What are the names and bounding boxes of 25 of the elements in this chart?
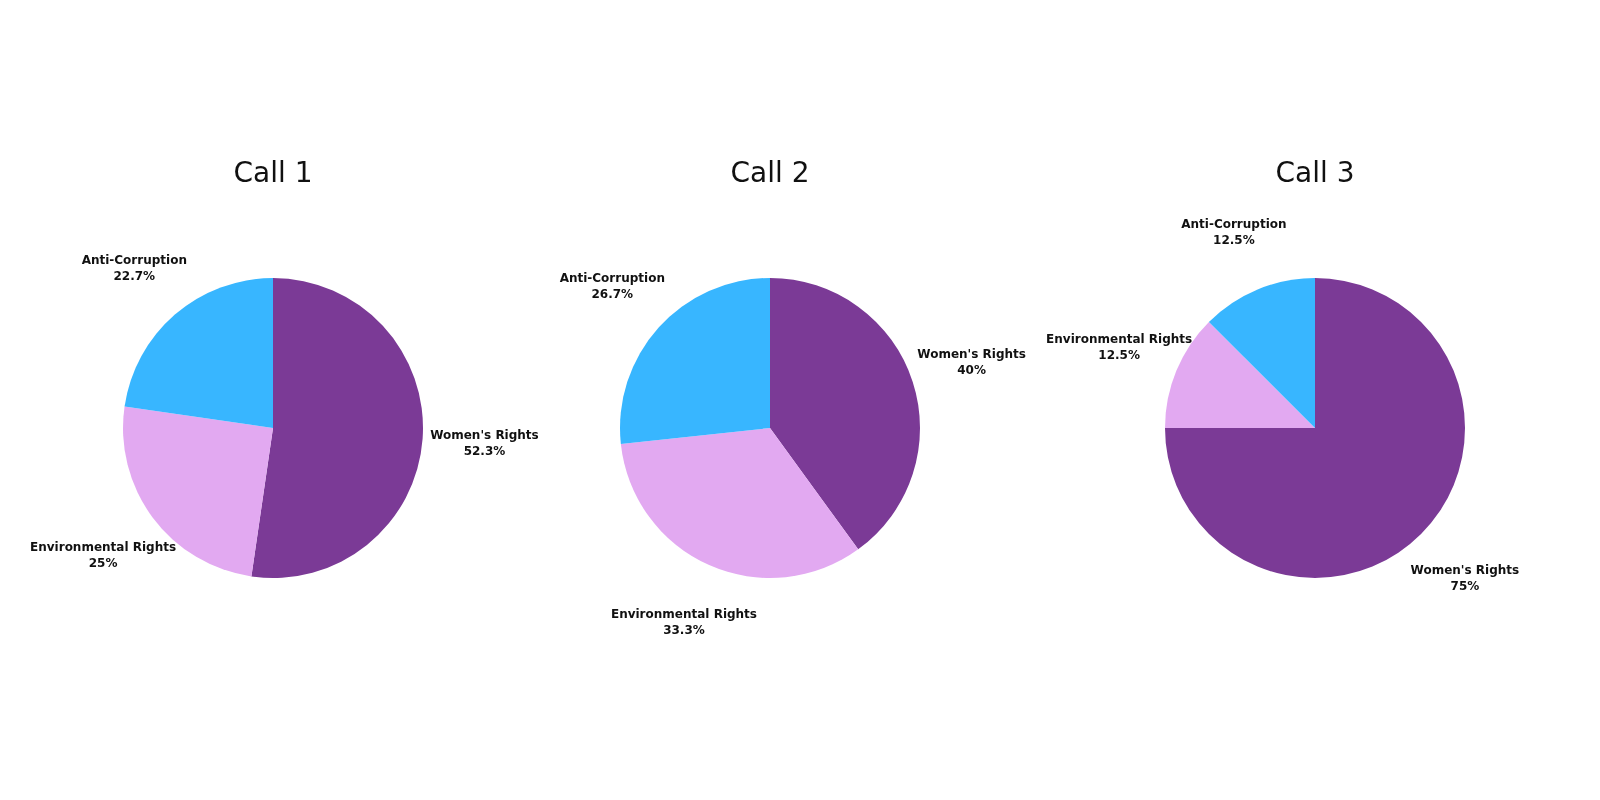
data-label: 12.5% bbox=[1098, 347, 1140, 362]
chart-title: Call 1 bbox=[233, 156, 313, 189]
chart-title: Call 3 bbox=[1275, 156, 1355, 189]
slice-label: Women's Rights bbox=[430, 428, 539, 443]
slice-label: Women's Rights bbox=[917, 347, 1026, 362]
data-label: 26.7% bbox=[591, 287, 634, 302]
data-label: 22.7% bbox=[113, 268, 156, 283]
slice-label: Anti-Corruption bbox=[1181, 217, 1287, 232]
pie-slice bbox=[124, 278, 273, 428]
pie-slice bbox=[1208, 278, 1315, 428]
data-label: 12.5% bbox=[1213, 233, 1255, 248]
slice-label: Anti-Corruption bbox=[559, 271, 665, 286]
slice-label: Anti-Corruption bbox=[81, 252, 187, 267]
chart-title: Call 2 bbox=[730, 156, 810, 189]
slice-label: Environmental Rights bbox=[1046, 331, 1193, 346]
pie-slice bbox=[251, 278, 423, 578]
data-label: 25% bbox=[88, 555, 118, 570]
data-label: 33.3% bbox=[663, 622, 705, 637]
data-label: 40% bbox=[957, 363, 986, 378]
data-label: 75% bbox=[1450, 578, 1480, 593]
pie-slice bbox=[620, 428, 859, 578]
data-label: 52.3% bbox=[463, 444, 506, 459]
slice-label: Environmental Rights bbox=[610, 606, 758, 621]
slice-label: Environmental Rights bbox=[30, 539, 177, 554]
slice-label: Women's Rights bbox=[1410, 562, 1520, 577]
